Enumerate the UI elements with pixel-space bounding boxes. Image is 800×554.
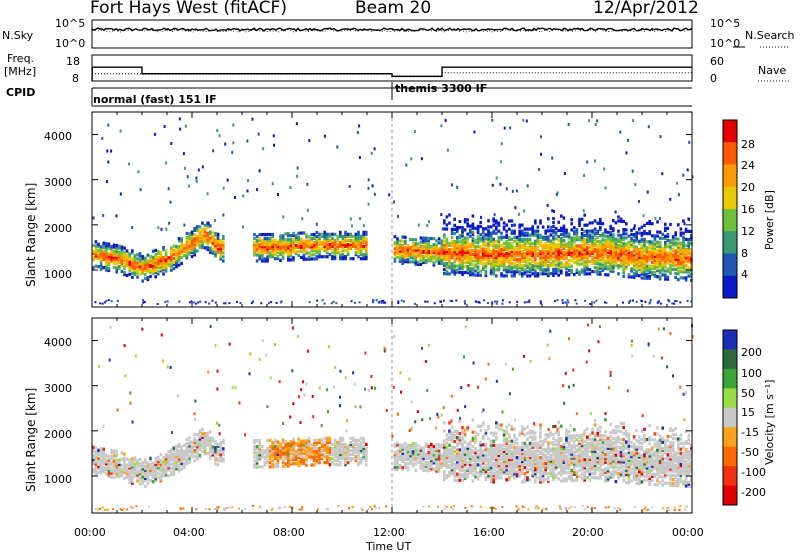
power-colorbar-swatch — [723, 120, 737, 143]
noise-tick-bottom-left: 10^0 — [55, 37, 86, 50]
range-tick-velocity-2000: 2000 — [44, 428, 72, 441]
power-tick-12: 12 — [741, 225, 755, 238]
range-tick-power-4000: 4000 — [44, 130, 72, 143]
velocity-colorbar-swatch — [723, 466, 737, 487]
power-panel — [91, 111, 694, 308]
velocity-colorbar-swatch — [723, 330, 737, 350]
power-colorbar — [722, 119, 738, 299]
velocity-colorbar-swatch — [723, 349, 737, 370]
noise-tick-top-right: 10^5 — [710, 17, 741, 30]
velocity-panel — [91, 317, 694, 514]
power-colorbar-swatch — [723, 142, 737, 165]
velocity-tick-15: 15 — [741, 406, 755, 419]
velocity-colorbar-swatch — [723, 485, 737, 506]
power-colorbar-swatch — [723, 231, 737, 254]
velocity-tick-minus200: -200 — [741, 486, 766, 499]
velocity-cells — [92, 323, 694, 511]
velocity-colorbar-border — [722, 329, 738, 506]
cpid-panel — [91, 82, 692, 107]
time-tick-2000: 20:00 — [572, 526, 604, 539]
time-tick-marks — [91, 112, 693, 513]
velocity-tick-50: 50 — [741, 387, 755, 400]
noise-tick-bottom-right: 10^0 — [710, 37, 741, 50]
power-tick-28: 28 — [741, 138, 755, 151]
power-colorbar-swatch — [723, 209, 737, 232]
time-tick-0800: 08:00 — [273, 526, 305, 539]
velocity-colorbar-swatch — [723, 446, 737, 467]
power-tick-4: 4 — [741, 268, 748, 281]
time-tick-1600: 16:00 — [473, 526, 505, 539]
freq-unit-label: [MHz] — [4, 65, 37, 78]
power-colorbar-swatch — [723, 253, 737, 277]
nave-tick-60: 60 — [710, 55, 724, 68]
velocity-colorbar — [722, 329, 738, 506]
power-colorbar-swatch — [723, 275, 737, 299]
time-tick-0000: 00:00 — [74, 526, 106, 539]
frequency-panel — [91, 54, 790, 82]
velocity-tick-minus15: -15 — [741, 426, 759, 439]
range-tick-power-3000: 3000 — [44, 176, 72, 189]
range-tick-velocity-3000: 3000 — [44, 382, 72, 395]
noise-series-1 — [91, 28, 693, 33]
velocity-tick-minus100: -100 — [741, 466, 766, 479]
station-title: Fort Hays West (fitACF) — [90, 0, 287, 18]
nsky-label: N.Sky — [2, 29, 34, 42]
power-cells — [92, 117, 694, 305]
freq-tick-18: 18 — [66, 55, 80, 68]
freq-label: Freq. — [7, 52, 35, 65]
freq-tick-8: 8 — [72, 72, 79, 85]
velocity-tick-200: 200 — [741, 346, 762, 359]
noise-series-0 — [91, 27, 693, 32]
time-axis-label: Time UT — [366, 540, 412, 553]
power-tick-20: 20 — [741, 181, 755, 194]
time-tick-0400: 04:00 — [173, 526, 205, 539]
noise-frame — [91, 19, 693, 49]
velocity-tick-minus50: -50 — [741, 446, 759, 459]
power-colorbar-swatch — [723, 186, 737, 210]
time-tick-0000-end: 00:00 — [672, 526, 704, 539]
velocity-colorbar-swatch — [723, 388, 737, 409]
beam-label: Beam 20 — [355, 0, 432, 18]
nave-label: Nave — [758, 64, 787, 77]
nave-tick-0: 0 — [710, 72, 717, 85]
noise-panel — [91, 19, 790, 49]
cpid-label: CPID — [6, 86, 36, 99]
velocity-colorbar-swatch — [723, 368, 737, 389]
power-colorbar-border — [722, 119, 738, 299]
power-tick-24: 24 — [741, 159, 755, 172]
nsearch-label: N.Search — [745, 29, 795, 42]
range-tick-power-2000: 2000 — [44, 222, 72, 235]
range-tick-power-1000: 1000 — [44, 268, 72, 281]
range-tick-velocity-1000: 1000 — [44, 473, 72, 486]
velocity-colorbar-swatch — [723, 407, 737, 428]
power-tick-8: 8 — [741, 247, 748, 260]
velocity-colorbar-swatch — [723, 427, 737, 448]
power-colorbar-swatch — [723, 164, 737, 188]
noise-tick-top-left: 10^5 — [55, 17, 86, 30]
cpid-mode-normal: normal (fast) 151 IF — [93, 93, 217, 106]
velocity-tick-100: 100 — [741, 367, 762, 380]
range-tick-velocity-4000: 4000 — [44, 336, 72, 349]
power-tick-16: 16 — [741, 203, 755, 216]
time-tick-1200: 12:00 — [373, 526, 405, 539]
date-label: 12/Apr/2012 — [593, 0, 699, 18]
